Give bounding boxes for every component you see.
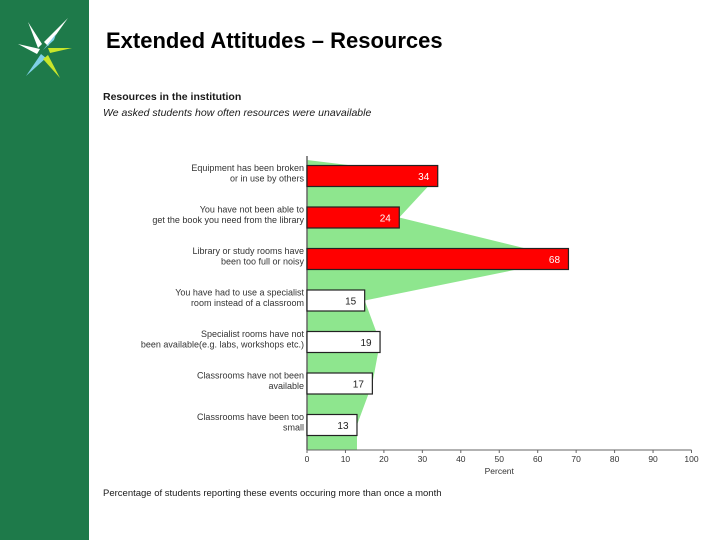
x-tick-label: 20 xyxy=(379,454,389,464)
x-tick-label: 10 xyxy=(341,454,351,464)
x-axis-label: Percent xyxy=(485,466,515,476)
category-label: You have had to use a specialist xyxy=(175,288,304,298)
chart-title: Resources in the institution xyxy=(103,91,242,103)
bar-value-label: 34 xyxy=(418,172,430,183)
bar-value-label: 24 xyxy=(380,214,392,225)
category-label: available xyxy=(268,381,304,391)
bar-value-label: 15 xyxy=(345,297,357,308)
sidebar-band xyxy=(0,0,89,540)
x-tick-label: 100 xyxy=(684,454,698,464)
x-tick-label: 40 xyxy=(456,454,466,464)
category-label: room instead of a classroom xyxy=(191,298,304,308)
bar xyxy=(306,330,381,354)
category-label: You have not been able to xyxy=(200,205,304,215)
x-tick-label: 60 xyxy=(533,454,543,464)
x-tick-label: 80 xyxy=(610,454,620,464)
category-label: or in use by others xyxy=(230,174,305,184)
x-tick-label: 70 xyxy=(571,454,581,464)
bar xyxy=(306,247,570,271)
bar xyxy=(306,372,373,395)
bar-value-label: 13 xyxy=(337,421,349,432)
bar-value-label: 17 xyxy=(353,380,365,391)
x-tick-label: 90 xyxy=(648,454,658,464)
bar-value-label: 68 xyxy=(549,255,561,266)
bar xyxy=(306,164,439,188)
x-tick-label: 50 xyxy=(495,454,505,464)
category-label: get the book you need from the library xyxy=(152,215,304,225)
bar xyxy=(306,206,400,229)
bar xyxy=(306,413,358,437)
bars-layer: 34 24 68 15 19 17 13 xyxy=(306,164,570,437)
category-label: been available(e.g. labs, workshops etc.… xyxy=(141,340,304,350)
category-label: Classrooms have been too xyxy=(197,412,304,422)
category-label: Equipment has been broken xyxy=(191,163,304,173)
bar xyxy=(306,289,366,312)
slide-title: Extended Attitudes – Resources xyxy=(106,28,443,53)
x-tick-label: 30 xyxy=(418,454,428,464)
star-logo-icon xyxy=(18,18,72,78)
chart-footnote: Percentage of students reporting these e… xyxy=(103,488,442,499)
category-label: Library or study rooms have xyxy=(192,246,304,256)
category-label: Classrooms have not been xyxy=(197,371,304,381)
category-label: been too full or noisy xyxy=(221,257,305,267)
category-label: small xyxy=(283,423,304,433)
bar-chart: 0 10 20 30 40 50 60 70 80 90 100 Percent 34 24 68 15 19… xyxy=(141,156,699,476)
category-label: Specialist rooms have not xyxy=(201,329,305,339)
chart-subtitle: We asked students how often resources we… xyxy=(103,107,372,119)
bar-value-label: 19 xyxy=(360,338,372,349)
x-tick-label: 0 xyxy=(305,454,310,464)
